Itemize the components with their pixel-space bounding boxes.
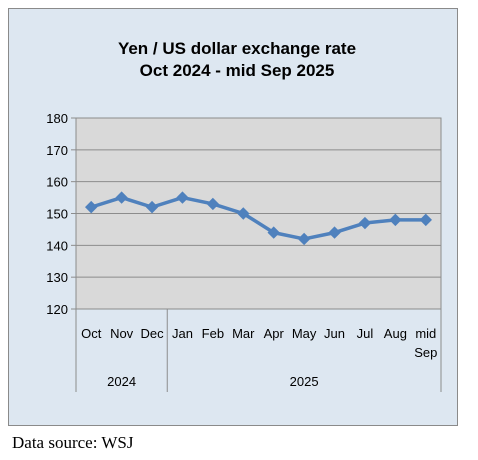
x-tick-label: Dec [140,326,164,341]
y-tick-label: 180 [46,111,68,126]
x-tick-label: Oct [81,326,102,341]
data-point [328,226,341,239]
data-point [176,191,189,204]
data-point [237,207,250,220]
data-point [419,213,432,227]
data-point [297,232,311,246]
line-chart: Yen / US dollar exchange rate Oct 2024 - … [46,39,442,392]
x-tick-label: Nov [110,326,134,341]
y-tick-label: 150 [46,207,68,222]
data-point [206,197,220,211]
y-tick-label: 120 [46,302,68,317]
data-point [115,191,128,204]
chart-title-line: Yen / US dollar exchange rate [118,39,356,58]
x-tick-label: Jul [357,326,374,341]
y-tick-label: 160 [46,175,68,190]
y-tick-label: 130 [46,270,68,285]
x-tick-label: Mar [232,326,255,341]
x-tick-label: Sep [414,345,437,360]
x-tick-label: Aug [384,326,407,341]
x-tick-label: May [292,326,317,341]
data-point [267,226,280,239]
chart-frame: Yen / US dollar exchange rate Oct 2024 - … [8,8,458,426]
x-group-label: 2025 [290,374,319,389]
x-tick-label: mid [415,326,436,341]
x-tick-label: Jan [172,326,193,341]
y-tick-label: 170 [46,143,68,158]
chart-title-line: Oct 2024 - mid Sep 2025 [140,61,335,80]
x-tick-label: Apr [264,326,285,341]
data-source-note: Data source: WSJ [12,433,134,452]
data-point [145,200,159,214]
x-tick-label: Feb [202,326,224,341]
x-tick-label: Jun [324,326,345,341]
data-point [358,216,372,230]
y-tick-label: 140 [46,238,68,253]
data-point [85,200,98,214]
x-group-label: 2024 [107,374,136,389]
data-point [389,213,402,227]
